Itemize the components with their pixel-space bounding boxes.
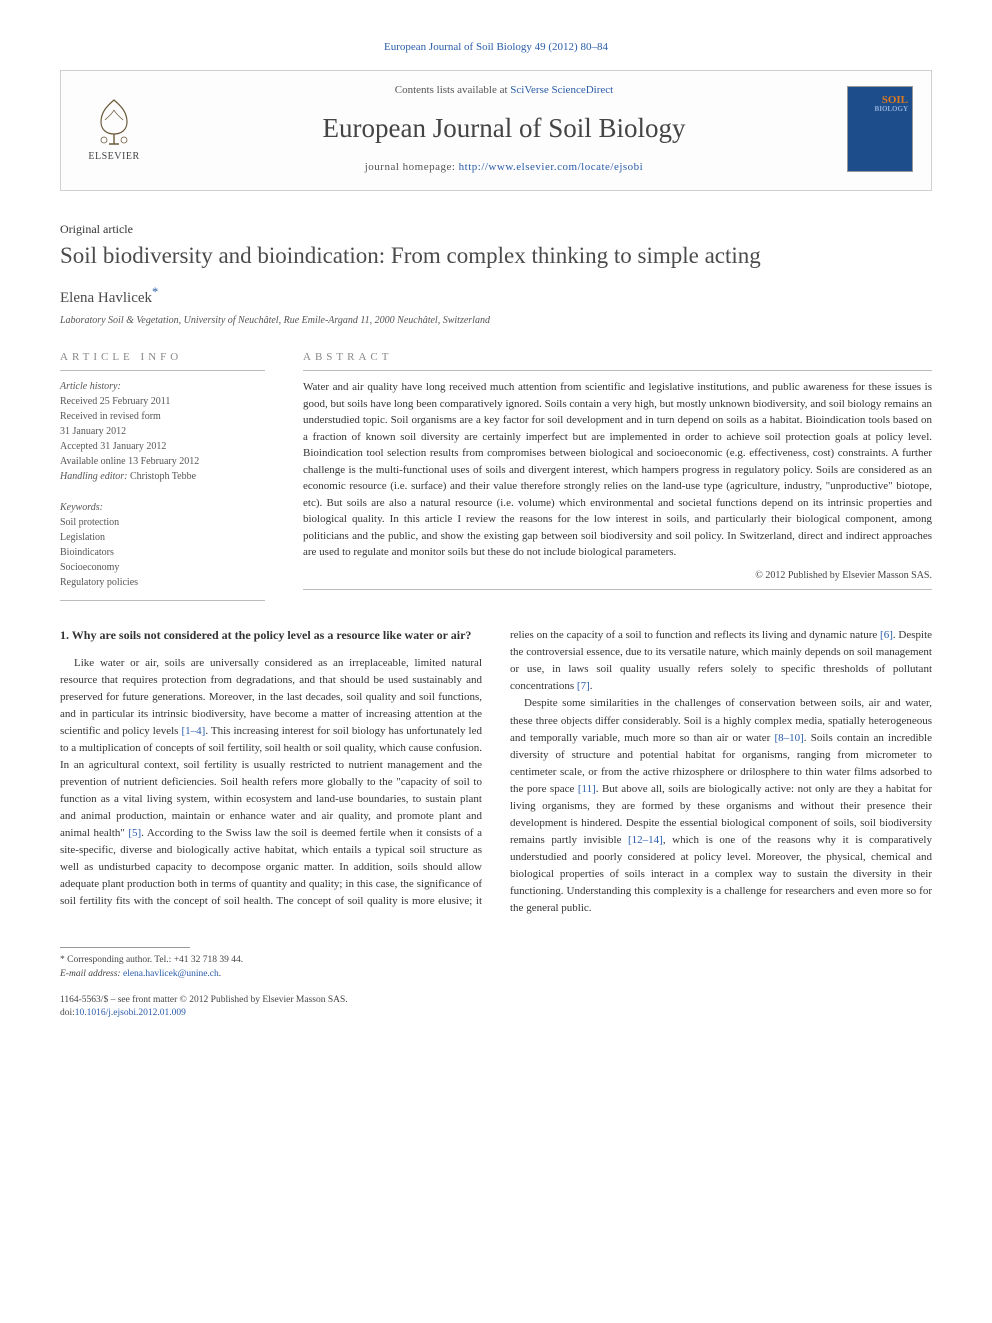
keywords-block: Keywords: Soil protection Legislation Bi… [60,500,265,601]
email-suffix: . [219,969,221,979]
keyword-item: Soil protection [60,517,119,528]
doi-prefix: doi: [60,1008,75,1018]
history-heading: Article history: [60,381,121,392]
history-revised-1: Received in revised form [60,411,161,422]
article-history: Article history: Received 25 February 20… [60,379,265,484]
handling-editor-label: Handling editor: [60,471,128,482]
journal-cover-thumb: SOIL BIOLOGY [847,86,913,172]
homepage-link[interactable]: http://www.elsevier.com/locate/ejsobi [459,161,644,173]
body-columns: 1. Why are soils not considered at the p… [60,627,932,917]
history-accepted: Accepted 31 January 2012 [60,441,166,452]
article-info-column: ARTICLE INFO Article history: Received 2… [60,350,265,601]
elsevier-tree-icon [87,94,141,148]
journal-reference: European Journal of Soil Biology 49 (201… [60,40,932,56]
ref-link-8-10[interactable]: [8–10] [774,732,803,744]
corr-marker: * [152,285,158,299]
abstract-label: ABSTRACT [303,350,932,371]
sciverse-link[interactable]: SciVerse ScienceDirect [510,84,613,96]
abstract-text: Water and air quality have long received… [303,379,932,561]
email-line: E-mail address: elena.havlicek@unine.ch. [60,968,932,982]
article-type: Original article [60,221,932,238]
email-label: E-mail address: [60,969,123,979]
author-text: Elena Havlicek [60,290,152,306]
keyword-item: Bioindicators [60,547,114,558]
corresponding-author-line: * Corresponding author. Tel.: +41 32 718… [60,954,932,968]
elsevier-logo: ELSEVIER [79,94,149,165]
issn-copyright-line: 1164-5563/$ – see front matter © 2012 Pu… [60,994,932,1008]
homepage-prefix: journal homepage: [365,161,459,173]
elsevier-label: ELSEVIER [88,150,139,165]
keyword-item: Regulatory policies [60,577,138,588]
history-received: Received 25 February 2011 [60,396,170,407]
meta-row: ARTICLE INFO Article history: Received 2… [60,350,932,601]
history-online: Available online 13 February 2012 [60,456,199,467]
footnote-rule [60,947,190,948]
journal-title: European Journal of Soil Biology [161,109,847,148]
author-name: Elena Havlicek* [60,283,932,310]
p1-text-e: . [590,680,593,692]
abstract-copyright: © 2012 Published by Elsevier Masson SAS. [303,569,932,591]
handling-editor-name: Christoph Tebbe [130,471,196,482]
journal-homepage-line: journal homepage: http://www.elsevier.co… [161,160,847,176]
ref-link-11[interactable]: [11] [578,783,596,795]
masthead: ELSEVIER Contents lists available at Sci… [60,70,932,191]
section-1-heading: 1. Why are soils not considered at the p… [60,627,482,644]
corr-label: * Corresponding author. Tel.: [60,955,174,965]
bottom-info: 1164-5563/$ – see front matter © 2012 Pu… [60,994,932,1022]
doi-link[interactable]: 10.1016/j.ejsobi.2012.01.009 [75,1008,186,1018]
author-email-link[interactable]: elena.havlicek@unine.ch [123,969,219,979]
contents-prefix: Contents lists available at [395,84,510,96]
keywords-rule [60,600,265,601]
article-info-label: ARTICLE INFO [60,350,265,371]
p1-text-b: . This increasing interest for soil biol… [60,725,482,839]
doi-line: doi:10.1016/j.ejsobi.2012.01.009 [60,1007,932,1021]
ref-link-12-14[interactable]: [12–14] [628,834,663,846]
body-paragraph-2: Despite some similarities in the challen… [510,695,932,917]
cover-word-biology: BIOLOGY [875,106,908,113]
ref-link-6[interactable]: [6] [880,629,893,641]
keyword-item: Legislation [60,532,105,543]
history-revised-2: 31 January 2012 [60,426,126,437]
ref-link-1-4[interactable]: [1–4] [181,725,205,737]
footnotes: * Corresponding author. Tel.: +41 32 718… [60,947,932,982]
article-title: Soil biodiversity and bioindication: Fro… [60,242,932,271]
keyword-item: Socioeconomy [60,562,119,573]
abstract-column: ABSTRACT Water and air quality have long… [303,350,932,601]
author-affiliation: Laboratory Soil & Vegetation, University… [60,314,932,329]
ref-link-5[interactable]: [5] [128,827,141,839]
keywords-heading: Keywords: [60,502,103,513]
masthead-center: Contents lists available at SciVerse Sci… [161,83,847,176]
ref-link-7[interactable]: [7] [577,680,590,692]
contents-available-line: Contents lists available at SciVerse Sci… [161,83,847,99]
corr-tel: +41 32 718 39 44. [174,955,243,965]
